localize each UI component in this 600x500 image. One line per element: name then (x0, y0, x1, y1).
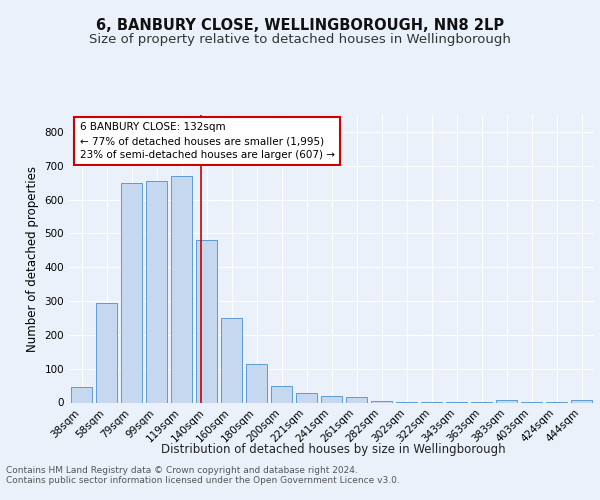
Bar (196, 240, 217, 402)
Bar (96, 302, 117, 402)
Bar (571, 400, 592, 402)
Bar (271, 386, 292, 402)
Bar (346, 397, 367, 402)
Text: Size of property relative to detached houses in Wellingborough: Size of property relative to detached ho… (89, 32, 511, 46)
Bar (146, 181, 167, 402)
Text: Distribution of detached houses by size in Wellingborough: Distribution of detached houses by size … (161, 442, 505, 456)
Text: 6, BANBURY CLOSE, WELLINGBOROUGH, NN8 2LP: 6, BANBURY CLOSE, WELLINGBOROUGH, NN8 2L… (96, 18, 504, 32)
Y-axis label: Number of detached properties: Number of detached properties (26, 166, 39, 352)
Text: 6 BANBURY CLOSE: 132sqm
← 77% of detached houses are smaller (1,995)
23% of semi: 6 BANBURY CLOSE: 132sqm ← 77% of detache… (79, 122, 335, 160)
Bar (371, 401, 392, 402)
Bar (221, 318, 242, 402)
Bar (71, 386, 92, 402)
Text: Contains HM Land Registry data © Crown copyright and database right 2024.: Contains HM Land Registry data © Crown c… (6, 466, 358, 475)
Bar (121, 182, 142, 402)
Bar (321, 396, 342, 402)
Bar (246, 364, 267, 403)
Bar (171, 176, 192, 402)
Bar (296, 394, 317, 402)
Bar (496, 400, 517, 402)
Text: Contains public sector information licensed under the Open Government Licence v3: Contains public sector information licen… (6, 476, 400, 485)
